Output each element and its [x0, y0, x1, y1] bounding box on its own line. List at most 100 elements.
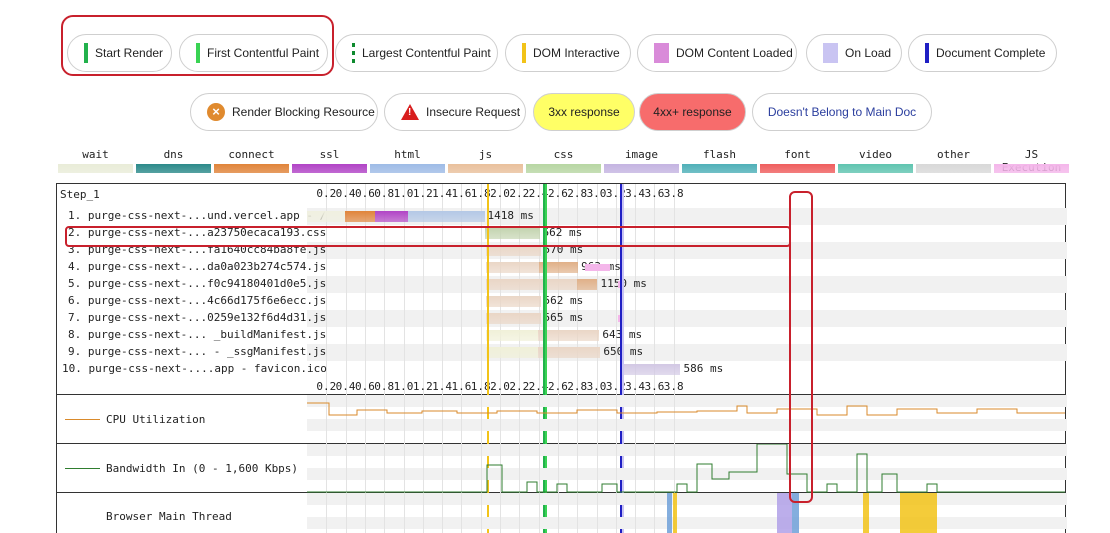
start-render-line — [543, 493, 546, 533]
request-row-label[interactable]: 2. purge-css-next-...a23750ecaca193.css — [68, 226, 327, 239]
gridline — [635, 395, 637, 444]
legend-label: dns — [163, 148, 184, 161]
legend-swatch — [994, 164, 1069, 173]
milestone-pill-dom-content-loaded[interactable]: DOM Content Loaded — [637, 34, 797, 72]
js-execution-mark — [617, 281, 622, 288]
tick-label-bottom: 1.0 — [393, 380, 414, 393]
warning-icon: ! — [401, 104, 419, 120]
gridline — [500, 184, 501, 396]
row-stripe — [307, 344, 1067, 361]
gridline — [326, 395, 328, 444]
request-bar-segment[interactable] — [486, 347, 538, 358]
graph-stripe — [307, 395, 1067, 407]
request-bar-segment[interactable] — [486, 313, 541, 324]
legend-swatch — [136, 164, 211, 173]
largest-contentful-paint-swatch — [352, 43, 355, 63]
gridline — [403, 493, 405, 533]
request-pill-doesn-t-belong-to-main-doc[interactable]: Doesn't Belong to Main Doc — [752, 93, 932, 131]
legend-label: html — [394, 148, 421, 161]
request-bar-segment[interactable] — [408, 211, 485, 222]
request-bar-segment[interactable] — [577, 279, 598, 290]
request-label: Insecure Request — [426, 105, 521, 119]
milestone-pill-start-render[interactable]: Start Render — [67, 34, 172, 72]
legend-label: other — [936, 148, 971, 161]
request-pill-render-blocking-resource[interactable]: × Render Blocking Resource — [190, 93, 378, 131]
request-row-label[interactable]: 8. purge-css-next-... _buildManifest.js — [68, 328, 327, 341]
bw-trace-line — [307, 444, 1065, 493]
main-thread-activity — [777, 493, 792, 533]
milestone-pill-first-contentful-paint[interactable]: First Contentful Paint — [179, 34, 328, 72]
request-bar-segment[interactable] — [307, 211, 345, 222]
tick-label-bottom: 1.2 — [412, 380, 433, 393]
milestone-pill-largest-contentful-paint[interactable]: Largest Contentful Paint — [335, 34, 498, 72]
request-bar-segment[interactable] — [485, 245, 541, 256]
request-bar-segment[interactable] — [486, 296, 541, 307]
request-bar-segment[interactable] — [537, 347, 601, 358]
request-bar-segment[interactable] — [623, 364, 681, 375]
request-pill-4xx-response[interactable]: 4xx+ response — [639, 93, 746, 131]
tick-label-bottom: 2.2 — [509, 380, 530, 393]
gridline — [461, 184, 463, 396]
tick-label-top: 3.4 — [625, 187, 646, 200]
legend-label: js — [478, 148, 493, 161]
milestone-label: Largest Contentful Paint — [362, 46, 491, 60]
request-duration: 570 ms — [543, 243, 584, 256]
tick-label-bottom: 1.4 — [432, 380, 453, 393]
tick-label-bottom: 2.0 — [490, 380, 510, 393]
tick-label-bottom: 2.6 — [547, 380, 568, 393]
first-contentful-paint-swatch — [196, 43, 200, 63]
request-row-label[interactable]: 7. purge-css-next-...0259e132f6d4d31.js — [68, 311, 327, 324]
first-contentful-paint-line — [545, 184, 548, 396]
gridline — [345, 395, 347, 444]
gridline — [577, 493, 579, 533]
legend-css: css — [526, 148, 601, 176]
milestone-pill-document-complete[interactable]: Document Complete — [908, 34, 1057, 72]
gridline — [480, 493, 482, 533]
graph-label: CPU Utilization — [106, 413, 206, 426]
request-bar-segment[interactable] — [537, 330, 600, 341]
tick-label-top: 3.6 — [644, 187, 665, 200]
legend-swatch — [838, 164, 913, 173]
milestone-label: DOM Interactive — [533, 46, 620, 60]
tick-label-top: 0.6 — [354, 187, 375, 200]
request-row-label[interactable]: 1. purge-css-next-...und.vercel.app - / — [68, 209, 327, 222]
request-bar-segment[interactable] — [484, 228, 540, 239]
request-pill-insecure-request[interactable]: ! Insecure Request — [384, 93, 526, 131]
request-bar-segment[interactable] — [486, 279, 578, 290]
gridline — [442, 395, 444, 444]
tick-label-top: 2.8 — [567, 187, 588, 200]
tick-label-top: 3.0 — [586, 187, 607, 200]
graph-legend-line — [65, 419, 100, 420]
tick-label-top: 1.8 — [470, 187, 491, 200]
gridline — [596, 444, 598, 493]
js-execution-mark — [584, 264, 610, 271]
request-pill-3xx-response[interactable]: 3xx response — [533, 93, 635, 131]
milestone-pill-on-load[interactable]: On Load — [806, 34, 902, 72]
request-bar-segment[interactable] — [485, 262, 539, 273]
tick-label-top: 2.6 — [547, 187, 568, 200]
request-bar-segment[interactable] — [344, 211, 375, 222]
request-bar-segment[interactable] — [374, 211, 409, 222]
gridline — [326, 444, 328, 493]
graph-legend-cpu-utilization: CPU Utilization — [65, 413, 205, 426]
request-row-label[interactable]: 5. purge-css-next-...f0c94180401d0e5.js — [68, 277, 327, 290]
main-thread-activity — [900, 493, 937, 533]
request-row-label[interactable]: 9. purge-css-next-... - _ssgManifest.js — [68, 345, 327, 358]
graph-label: Browser Main Thread — [106, 510, 232, 523]
request-row-label[interactable]: 6. purge-css-next-...4c66d175f6e6ecc.js — [68, 294, 327, 307]
gridline — [345, 444, 347, 493]
gridline — [577, 184, 579, 396]
request-row-label[interactable]: 10. purge-css-next-....app - favicon.ico — [62, 362, 327, 375]
request-bar-segment[interactable] — [538, 262, 579, 273]
on-load-swatch — [823, 43, 838, 63]
request-row-label[interactable]: 3. purge-css-next-...fa1640cc84ba8fe.js — [68, 243, 327, 256]
legend-wait: wait — [58, 148, 133, 176]
request-bar-segment[interactable] — [486, 330, 538, 341]
gridline — [500, 493, 501, 533]
request-row-label[interactable]: 4. purge-css-next-...da0a023b274c574.js — [68, 260, 327, 273]
gridline — [538, 444, 540, 493]
legend-font: font — [760, 148, 835, 176]
main-thread-panel: Browser Main Thread — [56, 493, 1067, 533]
bw-trace — [307, 444, 1065, 493]
milestone-pill-dom-interactive[interactable]: DOM Interactive — [505, 34, 631, 72]
